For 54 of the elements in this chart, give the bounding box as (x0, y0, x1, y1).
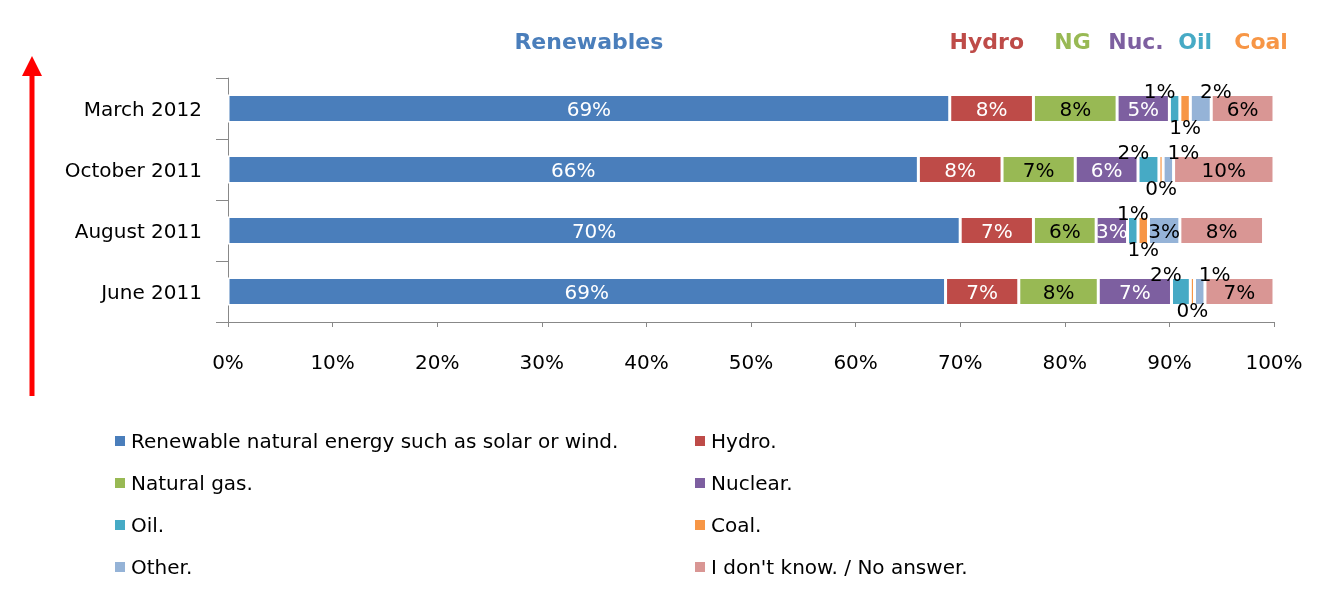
x-tick-label: 40% (624, 350, 669, 374)
y-tick-label: June 2011 (99, 279, 202, 304)
x-tick-label: 20% (414, 350, 460, 374)
data-label: 7% (980, 218, 1013, 243)
data-label: 8% (1042, 279, 1075, 304)
data-label: 2% (1117, 139, 1150, 164)
x-tick-label: 100% (1245, 350, 1303, 374)
data-label: 1% (1169, 114, 1201, 139)
data-label: 1% (1167, 139, 1200, 164)
data-label: 8% (1205, 218, 1238, 243)
y-tick-label: March 2012 (83, 96, 202, 121)
data-label: 8% (944, 157, 977, 182)
data-label: 10% (1201, 157, 1247, 182)
data-label: 2% (1199, 78, 1232, 103)
text: NG (1054, 28, 1091, 54)
data-label: 0% (1145, 175, 1177, 200)
data-label: 7% (1119, 279, 1151, 304)
x-tick-label: 70% (937, 350, 983, 374)
data-label: 8% (975, 96, 1008, 121)
text: Nuc. (1108, 28, 1164, 54)
data-label: 1% (1143, 78, 1176, 103)
text: Renewables (514, 28, 664, 54)
data-label: 70% (571, 218, 617, 243)
legend-label: Nuclear. (711, 471, 793, 495)
data-label: 2% (1150, 261, 1182, 286)
data-label: 8% (1059, 96, 1092, 121)
x-tick-label: 80% (1042, 350, 1088, 374)
legend-label: Coal. (711, 513, 762, 537)
legend-label: Oil. (131, 513, 165, 537)
legend-label: Other. (131, 555, 193, 579)
data-label: 69% (566, 96, 612, 121)
legend-label: Renewable natural energy such as solar or wind. (131, 429, 619, 453)
y-tick-label: August 2011 (74, 218, 202, 243)
data-label: 7% (966, 279, 999, 304)
y-tick-label: October 2011 (64, 157, 202, 182)
data-label: 6% (1048, 218, 1081, 243)
x-tick-label: 30% (519, 350, 565, 374)
legend-label: I don't know. / No answer. (711, 555, 968, 579)
x-tick-label: 60% (833, 350, 878, 374)
x-tick-label: 10% (310, 350, 355, 374)
x-tick-label: 0% (212, 350, 244, 374)
data-label: 66% (550, 157, 596, 182)
data-label: 7% (1022, 157, 1055, 182)
x-tick-label: 90% (1147, 350, 1192, 374)
text: Hydro (949, 28, 1025, 54)
text: Oil (1178, 28, 1213, 54)
data-label: 1% (1198, 261, 1231, 286)
text: Coal (1234, 28, 1288, 54)
data-label: 0% (1176, 297, 1209, 322)
x-tick-label: 50% (728, 350, 774, 374)
legend-label: Natural gas. (131, 471, 253, 495)
data-label: 3% (1148, 218, 1181, 243)
legend-label: Hydro. (711, 429, 777, 453)
data-label: 69% (564, 279, 609, 304)
